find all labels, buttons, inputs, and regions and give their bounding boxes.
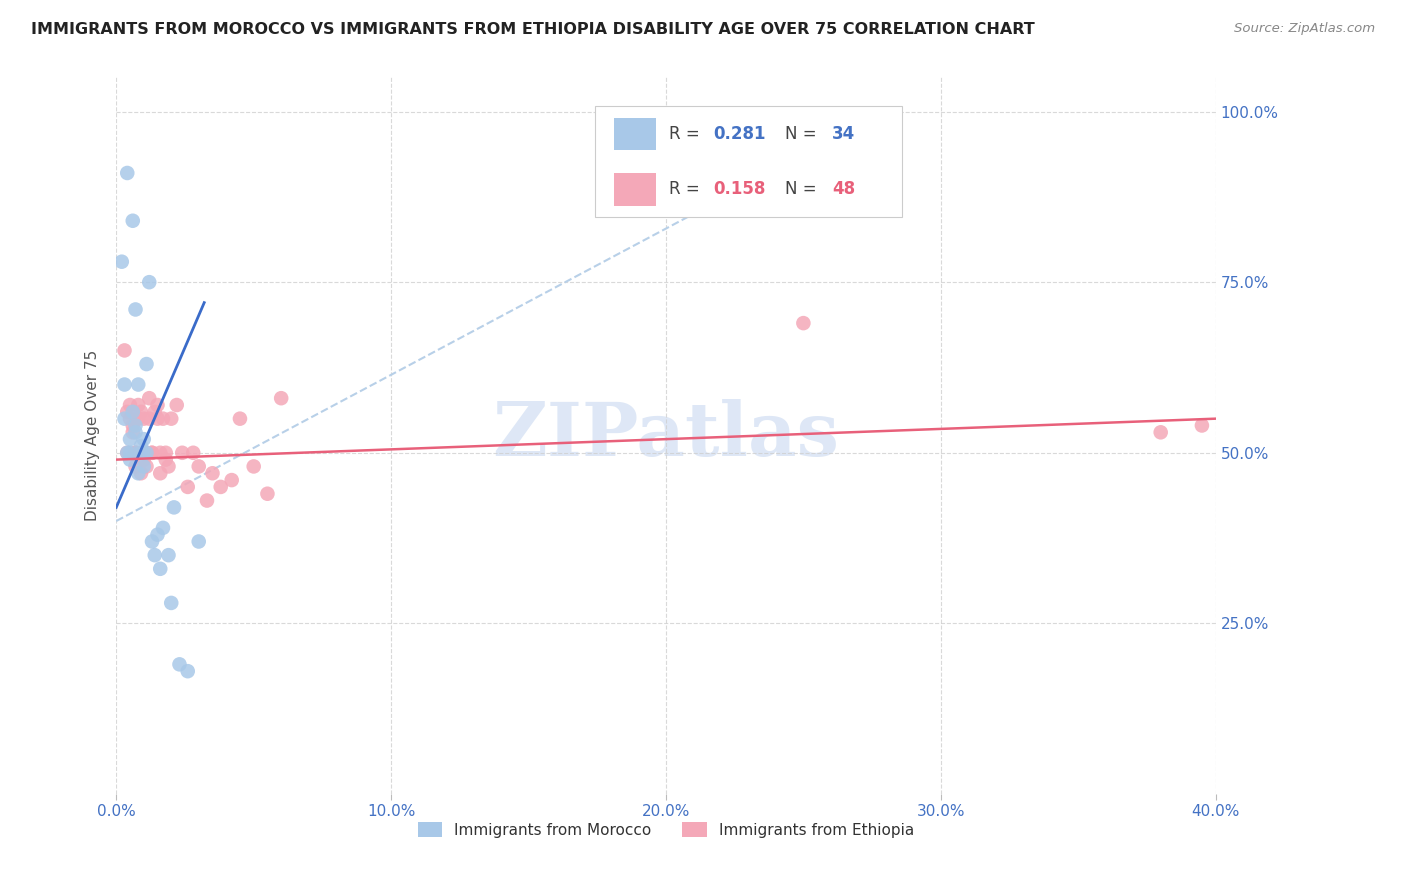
Point: [124, 446, 146, 460]
Point: [121, 213, 143, 227]
Point: [149, 467, 172, 481]
Point: [221, 473, 243, 487]
Point: [146, 411, 169, 425]
Point: [124, 459, 146, 474]
Point: [143, 548, 166, 562]
Point: [181, 446, 204, 460]
Point: [124, 418, 146, 433]
Point: [118, 452, 141, 467]
Point: [117, 446, 139, 460]
Point: [146, 398, 169, 412]
Text: N =: N =: [785, 125, 821, 143]
Text: 0.281: 0.281: [713, 125, 766, 143]
Point: [187, 459, 209, 474]
Text: R =: R =: [669, 125, 706, 143]
Y-axis label: Disability Age Over 75: Disability Age Over 75: [86, 350, 100, 521]
Bar: [614, 173, 657, 205]
Point: [118, 398, 141, 412]
Point: [187, 534, 209, 549]
Point: [118, 432, 141, 446]
Point: [127, 398, 149, 412]
Point: [132, 411, 155, 425]
Point: [138, 275, 160, 289]
Point: [135, 446, 157, 460]
Point: [152, 411, 174, 425]
Point: [121, 425, 143, 440]
Point: [114, 377, 136, 392]
Point: [117, 446, 139, 460]
Point: [256, 487, 278, 501]
Point: [195, 493, 218, 508]
Point: [135, 446, 157, 460]
Point: [177, 480, 200, 494]
Point: [124, 425, 146, 440]
Point: [114, 343, 136, 358]
Text: 34: 34: [832, 125, 855, 143]
Point: [172, 446, 194, 460]
Point: [177, 664, 200, 678]
Point: [129, 439, 152, 453]
Text: R =: R =: [669, 180, 706, 198]
Point: [135, 459, 157, 474]
Point: [124, 446, 146, 460]
Point: [117, 405, 139, 419]
Text: 0.158: 0.158: [713, 180, 766, 198]
Text: N =: N =: [785, 180, 821, 198]
Point: [1150, 425, 1173, 440]
Point: [132, 446, 155, 460]
Text: ZIPatlas: ZIPatlas: [492, 400, 839, 472]
Point: [1191, 418, 1213, 433]
Point: [132, 452, 155, 467]
Point: [129, 446, 152, 460]
Point: [132, 459, 155, 474]
Text: Source: ZipAtlas.com: Source: ZipAtlas.com: [1234, 22, 1375, 36]
Point: [127, 467, 149, 481]
Point: [132, 432, 155, 446]
Point: [209, 480, 232, 494]
Point: [141, 446, 163, 460]
Bar: [614, 118, 657, 150]
FancyBboxPatch shape: [595, 106, 903, 217]
Point: [138, 391, 160, 405]
Point: [114, 411, 136, 425]
Point: [124, 302, 146, 317]
Text: 48: 48: [832, 180, 855, 198]
Point: [111, 254, 134, 268]
Point: [135, 357, 157, 371]
Legend: Immigrants from Morocco, Immigrants from Ethiopia: Immigrants from Morocco, Immigrants from…: [412, 816, 921, 844]
Point: [229, 411, 252, 425]
Point: [121, 405, 143, 419]
Point: [201, 467, 224, 481]
Point: [242, 459, 264, 474]
Point: [146, 527, 169, 541]
Point: [792, 316, 814, 330]
Point: [141, 534, 163, 549]
Point: [149, 446, 172, 460]
Point: [143, 405, 166, 419]
Point: [157, 548, 180, 562]
Point: [127, 411, 149, 425]
Point: [141, 446, 163, 460]
Point: [155, 446, 177, 460]
Point: [270, 391, 292, 405]
Point: [160, 596, 183, 610]
Point: [121, 418, 143, 433]
Point: [163, 500, 186, 515]
Point: [129, 405, 152, 419]
Point: [149, 562, 172, 576]
Point: [118, 446, 141, 460]
Point: [117, 166, 139, 180]
Point: [155, 452, 177, 467]
Point: [166, 398, 188, 412]
Point: [152, 521, 174, 535]
Point: [129, 467, 152, 481]
Point: [118, 411, 141, 425]
Text: IMMIGRANTS FROM MOROCCO VS IMMIGRANTS FROM ETHIOPIA DISABILITY AGE OVER 75 CORRE: IMMIGRANTS FROM MOROCCO VS IMMIGRANTS FR…: [31, 22, 1035, 37]
Point: [138, 411, 160, 425]
Point: [169, 657, 191, 672]
Point: [157, 459, 180, 474]
Point: [127, 377, 149, 392]
Point: [160, 411, 183, 425]
